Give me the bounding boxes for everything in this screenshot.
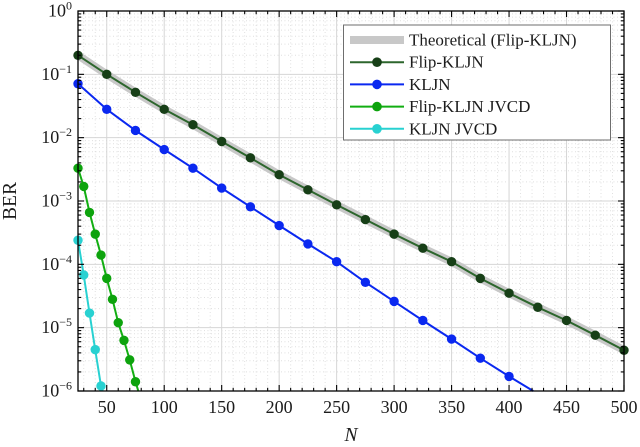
y-tick-label: 10−4	[41, 252, 72, 274]
y-axis-label: BER	[0, 182, 21, 220]
data-point	[188, 120, 198, 130]
data-point	[96, 381, 106, 391]
x-tick-label: 500	[611, 397, 638, 417]
legend-marker-swatch	[372, 124, 382, 134]
data-point	[125, 355, 135, 365]
x-tick-label: 250	[323, 397, 350, 417]
legend-label: Flip-KLJN JVCD	[409, 97, 530, 116]
legend-label: KLJN JVCD	[409, 119, 497, 138]
y-tick-label: 10−5	[41, 315, 72, 337]
legend-item: KLJN	[350, 75, 451, 94]
data-point	[113, 317, 123, 328]
data-point	[446, 334, 457, 344]
data-point	[360, 214, 371, 225]
series-kljn-jvcd	[73, 235, 106, 392]
tick-label-layer: 50 100 150 200 250 300 350 400 450 500 100 10−1 10−2…	[41, 0, 637, 417]
data-point	[107, 294, 118, 305]
series-line	[77, 54, 625, 352]
data-point	[274, 170, 284, 180]
legend-marker-swatch	[372, 101, 382, 112]
data-point	[245, 202, 256, 212]
data-point	[159, 144, 169, 155]
data-point	[216, 136, 227, 147]
data-point	[130, 125, 141, 136]
y-tick-label: 100	[48, 0, 72, 21]
data-point	[96, 250, 106, 260]
x-tick-label: 200	[266, 397, 293, 417]
data-point	[79, 270, 89, 280]
data-point	[130, 87, 141, 98]
legend: Theoretical (Flip-KLJN) Flip-KLJN KLJN Flip…	[343, 24, 611, 141]
data-point	[331, 200, 342, 210]
data-point	[504, 288, 514, 298]
legend-item: Flip-KLJN	[350, 53, 484, 72]
data-point	[79, 181, 89, 192]
data-point	[504, 371, 514, 382]
data-point	[102, 273, 112, 284]
data-point	[331, 257, 342, 267]
series-kljn	[73, 79, 534, 392]
data-point	[119, 335, 129, 346]
legend-item: Flip-KLJN JVCD	[350, 97, 530, 116]
data-point	[90, 229, 100, 239]
x-tick-label: 450	[553, 397, 580, 417]
legend-marker-swatch	[372, 57, 382, 67]
data-point	[360, 277, 371, 288]
data-point	[418, 315, 428, 326]
data-point	[245, 153, 256, 163]
series-layer	[73, 50, 629, 392]
tick-layer	[78, 10, 625, 392]
x-tick-label: 400	[496, 397, 523, 417]
x-tick-label: 50	[98, 397, 116, 417]
series-flip-kljn-jvcd	[73, 163, 141, 392]
data-point	[130, 377, 141, 387]
data-point	[188, 163, 198, 173]
data-point	[159, 104, 169, 115]
legend-label: KLJN	[409, 75, 451, 94]
data-point	[475, 353, 486, 363]
x-tick-label: 350	[438, 397, 465, 417]
data-point	[389, 296, 399, 307]
data-point	[561, 315, 572, 326]
x-tick-label: 100	[151, 397, 178, 417]
x-axis-label: N	[343, 425, 358, 446]
x-tick-label: 300	[381, 397, 408, 417]
data-point	[303, 185, 313, 195]
legend-label: Theoretical (Flip-KLJN)	[409, 31, 577, 50]
legend-item: KLJN JVCD	[350, 119, 497, 138]
legend-box	[343, 24, 611, 141]
data-point	[274, 220, 284, 231]
y-tick-label: 10−3	[41, 189, 72, 211]
legend-marker-swatch	[372, 79, 382, 90]
data-point	[389, 229, 399, 239]
data-point	[590, 330, 600, 340]
data-point	[303, 239, 313, 249]
data-point	[84, 207, 95, 218]
data-point	[446, 257, 457, 267]
data-point	[90, 344, 100, 355]
legend-item: Theoretical (Flip-KLJN)	[350, 31, 577, 50]
x-tick-label: 150	[208, 397, 235, 417]
y-tick-label: 10−2	[41, 125, 72, 147]
legend-label: Flip-KLJN	[409, 53, 484, 72]
y-tick-label: 10−1	[41, 62, 72, 84]
data-point	[418, 243, 428, 253]
data-point	[84, 308, 95, 318]
y-tick-label: 10−6	[41, 379, 72, 401]
data-point	[216, 183, 227, 193]
data-point	[475, 273, 486, 284]
data-point	[102, 69, 112, 80]
data-point	[533, 302, 543, 312]
data-point	[102, 104, 112, 115]
